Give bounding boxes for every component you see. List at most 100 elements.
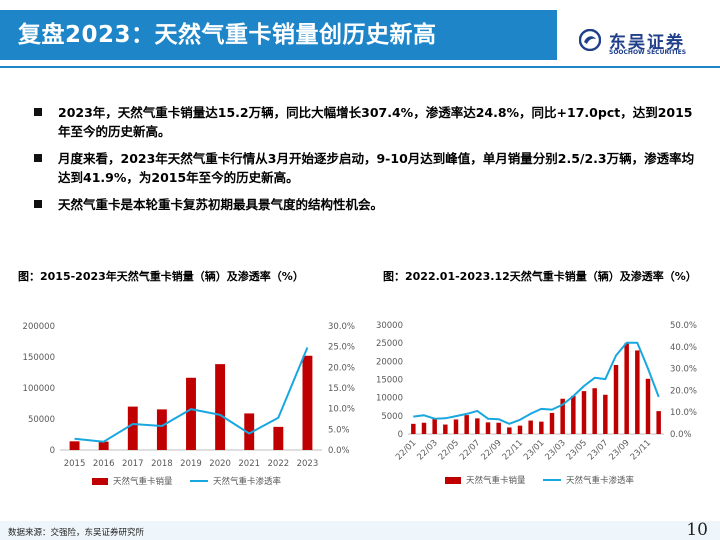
sales-bar xyxy=(645,378,651,434)
sales-bar xyxy=(656,411,661,434)
penetration-rate-line xyxy=(413,341,660,425)
sales-bar xyxy=(613,364,619,434)
x-tick-label: 23/03 xyxy=(543,438,567,462)
y-right-tick-label: 20.0% xyxy=(328,363,355,373)
y-left-tick-label: 25000 xyxy=(376,339,403,349)
sales-bar xyxy=(635,350,640,434)
sales-bar xyxy=(453,419,459,434)
sales-bar xyxy=(560,398,565,434)
footer-bar xyxy=(0,521,720,540)
sales-bar xyxy=(215,364,226,450)
y-right-tick-label: 30.0% xyxy=(670,365,697,375)
header-rule xyxy=(0,66,720,68)
sales-bar xyxy=(475,418,480,434)
y-left-tick-label: 100000 xyxy=(23,384,55,394)
y-right-tick-label: 0.0% xyxy=(670,430,692,440)
sales-bar xyxy=(496,422,501,434)
y-left-tick-label: 0 xyxy=(398,430,403,440)
sales-bar xyxy=(127,406,138,450)
y-right-tick-label: 10.0% xyxy=(328,405,355,415)
soochow-logo-icon xyxy=(579,29,601,51)
y-right-tick-label: 40.0% xyxy=(670,343,697,353)
x-tick-label: 22/05 xyxy=(437,438,461,462)
sales-bar xyxy=(592,388,597,434)
legend-bar-swatch xyxy=(92,478,108,485)
x-tick-label: 2020 xyxy=(209,459,231,469)
y-left-tick-label: 20000 xyxy=(376,357,403,367)
y-left-tick-label: 5000 xyxy=(381,412,403,422)
x-tick-label: 23/09 xyxy=(607,438,631,462)
x-tick-label: 2016 xyxy=(93,459,115,469)
sales-bar xyxy=(624,343,629,434)
y-right-tick-label: 10.0% xyxy=(670,408,697,418)
bullet-text: 天然气重卡是本轮重卡复苏初期最具景气度的结构性机会。 xyxy=(58,197,384,212)
x-tick-label: 2018 xyxy=(151,459,173,469)
y-right-tick-label: 5.0% xyxy=(328,425,350,435)
y-left-tick-label: 0 xyxy=(50,446,55,456)
legend-bar-label: 天然气重卡销量 xyxy=(466,475,526,486)
x-tick-label: 22/01 xyxy=(394,438,418,462)
bullet-square-icon xyxy=(34,108,42,116)
penetration-rate-line xyxy=(74,347,309,443)
x-tick-label: 2015 xyxy=(64,459,86,469)
x-tick-label: 23/01 xyxy=(522,438,546,462)
sales-bar xyxy=(302,355,313,450)
bullet-text: 2023年，天然气重卡销量达15.2万辆，同比大幅增长307.4%，渗透率达24… xyxy=(58,105,693,139)
header-bar xyxy=(0,10,557,60)
y-left-tick-label: 200000 xyxy=(23,322,55,332)
x-tick-label: 2022 xyxy=(268,459,290,469)
logo-name-en: SOOCHOW SECURITIES xyxy=(609,49,687,56)
x-tick-label: 2021 xyxy=(238,459,260,469)
sales-bar xyxy=(528,420,533,434)
legend-line-label: 天然气重卡渗透率 xyxy=(566,475,635,486)
y-left-tick-label: 30000 xyxy=(376,321,403,331)
y-right-tick-label: 0.0% xyxy=(328,446,350,456)
bullet-item: 天然气重卡是本轮重卡复苏初期最具景气度的结构性机会。 xyxy=(34,195,704,214)
x-tick-label: 2019 xyxy=(180,459,202,469)
y-right-tick-label: 15.0% xyxy=(328,384,355,394)
legend-bar-label: 天然气重卡销量 xyxy=(113,476,173,487)
monthly-sales-chart: 0 5000 10000 15000 20000 25000 30000 0.0% 10.0% 2… xyxy=(376,321,697,486)
sales-bar xyxy=(443,424,448,434)
company-logo: 东吴证券 SOOCHOW SECURITIES xyxy=(573,26,713,60)
bullet-text: 月度来看，2023年天然气重卡行情从3月开始逐步启动，9-10月达到峰值，单月销… xyxy=(58,151,695,185)
sales-bar xyxy=(571,395,576,434)
x-tick-label: 2017 xyxy=(122,459,144,469)
y-left-tick-label: 10000 xyxy=(376,394,403,404)
sales-bar xyxy=(98,441,109,450)
y-right-tick-label: 20.0% xyxy=(670,386,697,396)
x-tick-label: 22/07 xyxy=(458,438,482,462)
sales-bar xyxy=(581,391,587,434)
bullet-square-icon xyxy=(34,200,42,208)
sales-bar xyxy=(517,425,523,434)
x-tick-label: 22/03 xyxy=(415,438,439,462)
y-left-tick-label: 150000 xyxy=(23,353,55,363)
sales-bar xyxy=(539,421,544,434)
x-tick-label: 23/05 xyxy=(565,438,589,462)
sales-bar xyxy=(273,426,284,450)
x-tick-label: 23/07 xyxy=(586,438,610,462)
y-right-tick-label: 50.0% xyxy=(670,321,697,331)
x-tick-label: 2023 xyxy=(297,459,319,469)
data-source-note: 数据来源：交强险，东吴证券研究所 xyxy=(8,528,145,538)
sales-bar xyxy=(432,418,437,434)
bullet-item: 月度来看，2023年天然气重卡行情从3月开始逐步启动，9-10月达到峰值，单月销… xyxy=(34,149,704,187)
legend-bar-swatch xyxy=(445,477,461,484)
sales-bar xyxy=(421,422,427,434)
sales-bar xyxy=(549,412,555,434)
sales-bar xyxy=(603,394,608,434)
y-left-tick-label: 15000 xyxy=(376,376,403,386)
x-tick-label: 23/11 xyxy=(629,438,653,462)
chart-title-monthly: 图：2022.01-2023.12天然气重卡销量（辆）及渗透率（%） xyxy=(383,270,697,283)
logo-name-cn: 东吴证券 xyxy=(609,33,685,53)
y-left-tick-label: 50000 xyxy=(28,415,55,425)
page-number: 10 xyxy=(686,520,708,540)
annual-sales-chart: 0 50000 100000 150000 200000 0.0% 5.0% 10.0% 15.… xyxy=(23,322,355,487)
y-right-tick-label: 25.0% xyxy=(328,343,355,353)
sales-bar xyxy=(507,427,512,434)
sales-bar xyxy=(244,413,255,450)
chart-title-annual: 图：2015-2023年天然气重卡销量（辆）及渗透率（%） xyxy=(18,270,304,283)
x-tick-label: 22/11 xyxy=(501,438,525,462)
sales-bar xyxy=(186,377,196,450)
bullet-item: 2023年，天然气重卡销量达15.2万辆，同比大幅增长307.4%，渗透率达24… xyxy=(34,103,704,141)
